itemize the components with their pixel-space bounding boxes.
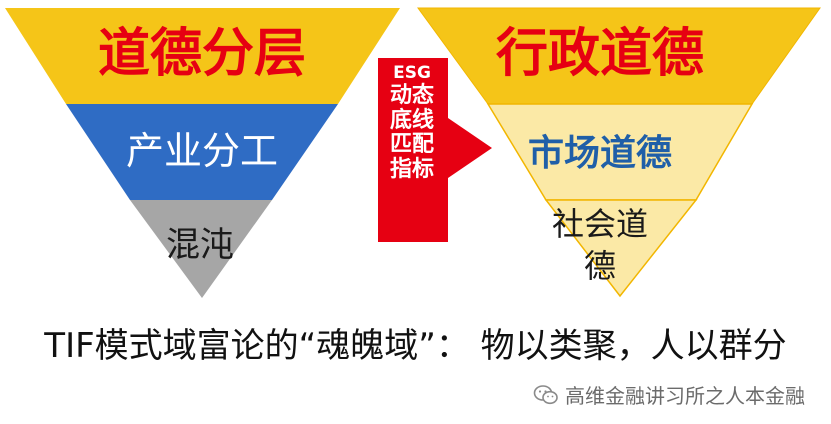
wechat-icon [533,384,558,404]
left-pyramid-top-band [5,8,400,104]
left-pyramid-bottom-label: 混沌 [166,225,234,265]
arrow-label-line: 动态 [389,83,434,109]
arrow-label-line: ESG [393,63,431,83]
watermark-text: 高维金融讲习所之人本金融 [565,384,805,408]
left-pyramid-middle-band [66,104,338,200]
esg-arrow [378,58,492,242]
left-pyramid-bottom-band [130,200,272,298]
left-pyramid-middle-label: 产业分工 [125,129,278,173]
arrow-label: ESG 动态 底线 匹配 指标 [380,62,444,183]
right-pyramid-bottom-label-line1: 社会道 [551,205,648,243]
arrow-label-line: 匹配 [389,132,434,158]
watermark: 高维金融讲习所之人本金融 [533,380,805,409]
arrow-label-line: 指标 [389,156,434,182]
right-pyramid-bottom-band [544,199,698,298]
right-pyramid-bottom-label-line2: 德 [583,247,616,285]
right-pyramid-middle-label: 市场道德 [527,133,672,174]
right-pyramid-top-label: 行政道德 [495,24,704,84]
caption: TIF模式域富论的“魂魄域”： 物以类聚，人以群分 [44,326,787,366]
left-pyramid-top-label: 道德分层 [97,24,306,84]
arrow-label-line: 底线 [389,107,434,133]
